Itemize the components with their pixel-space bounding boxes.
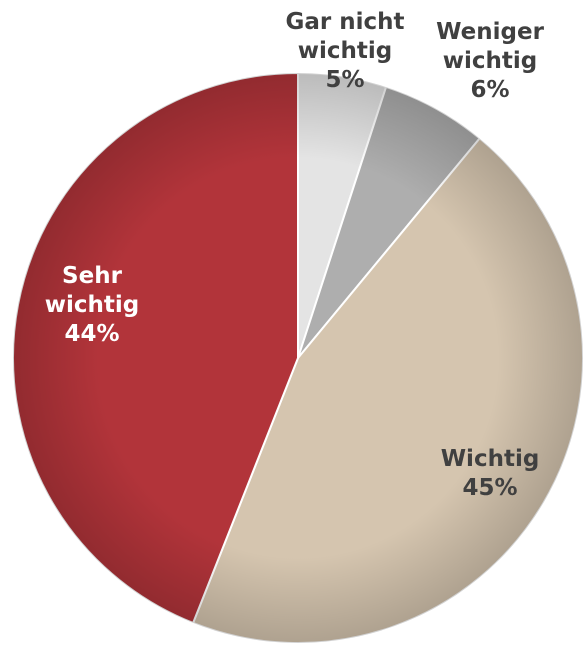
slice-label: Weniger wichtig 6% [425,18,555,105]
value-label: 44% [64,321,120,347]
value-label: 45% [462,475,518,501]
value-label: 5% [325,67,365,93]
slice-label: Sehr wichtig 44% [32,262,152,349]
slice-label: Wichtig 45% [410,445,570,503]
slice-label: Gar nicht wichtig 5% [270,8,420,95]
category-label: Wichtig [440,446,540,472]
category-label: Weniger wichtig [436,19,544,74]
category-label: Gar nicht wichtig [285,9,405,64]
value-label: 6% [470,77,510,103]
category-label: Sehr wichtig [44,263,140,318]
